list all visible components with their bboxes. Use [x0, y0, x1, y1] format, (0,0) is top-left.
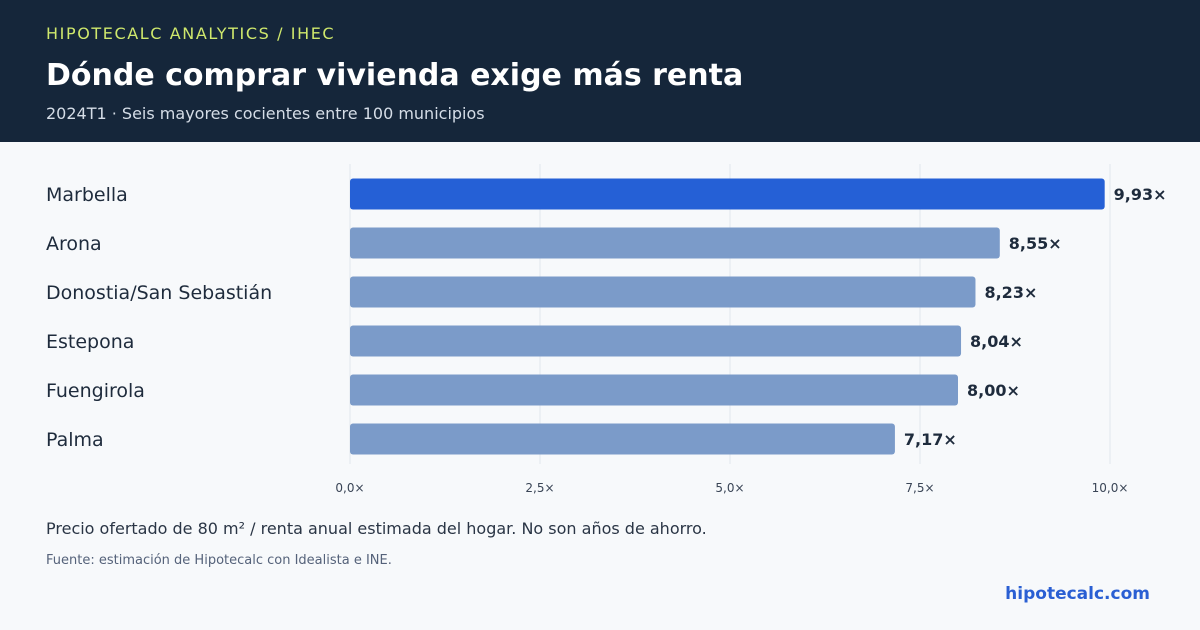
category-label: Marbella [46, 184, 128, 206]
category-label: Fuengirola [46, 380, 145, 402]
data-label: 8,04× [970, 332, 1023, 351]
chart-subtitle: 2024T1 · Seis mayores cocientes entre 10… [46, 104, 485, 123]
x-tick-label: 10,0× [1092, 481, 1129, 495]
bar [350, 276, 976, 308]
x-tick-label: 7,5× [905, 481, 934, 495]
bar [350, 325, 962, 357]
chart-title: Dónde comprar vivienda exige más renta [46, 58, 744, 93]
bar-chart: 0,0× 2,5× 5,0× 7,5× 10,0× Marbella 9,93× Arona 8… [46, 164, 1167, 495]
bar [350, 423, 895, 455]
data-label: 8,23× [984, 283, 1037, 302]
header-banner: HIPOTECALC ANALYTICS / IHEC Dónde compra… [0, 0, 1200, 142]
category-label: Donostia/San Sebastián [46, 282, 272, 304]
x-tick-label: 2,5× [525, 481, 554, 495]
bar [350, 178, 1105, 210]
data-label: 8,00× [967, 381, 1020, 400]
footnote: Precio ofertado de 80 m² / renta anual e… [46, 519, 707, 538]
bar [350, 227, 1000, 259]
data-label: 7,17× [904, 430, 957, 449]
category-label: Arona [46, 233, 102, 255]
data-label: 9,93× [1114, 185, 1167, 204]
eyebrow-label: HIPOTECALC ANALYTICS / IHEC [46, 24, 336, 43]
x-tick-label: 5,0× [715, 481, 744, 495]
source-note: Fuente: estimación de Hipotecalc con Ide… [46, 553, 392, 568]
bar [350, 374, 958, 406]
data-label: 8,55× [1009, 234, 1062, 253]
category-label: Estepona [46, 331, 134, 353]
brand-link[interactable]: hipotecalc.com [1005, 584, 1150, 604]
x-tick-label: 0,0× [335, 481, 364, 495]
category-label: Palma [46, 429, 104, 451]
